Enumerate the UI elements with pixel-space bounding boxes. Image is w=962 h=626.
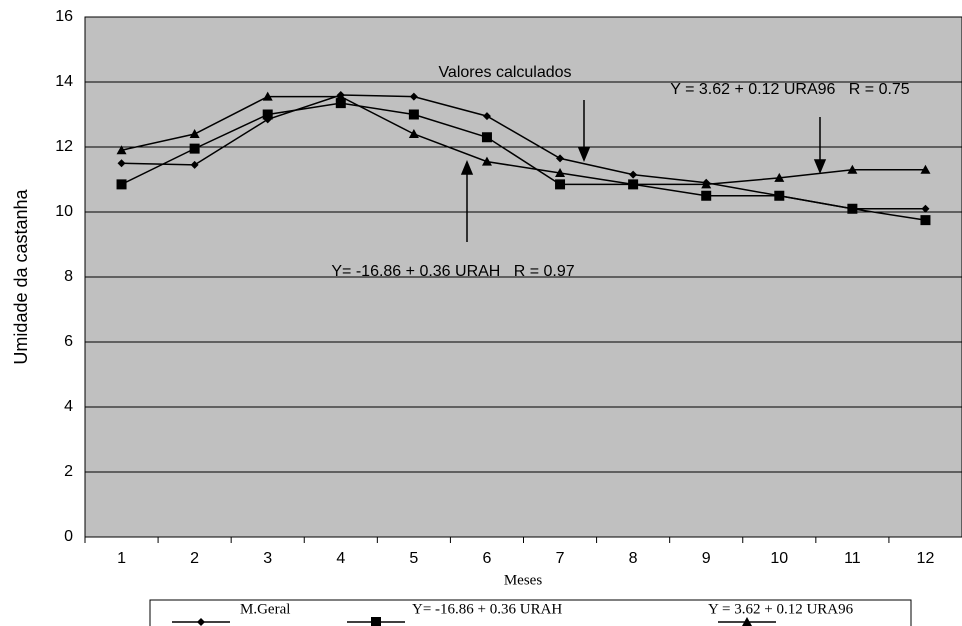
point: [774, 190, 785, 201]
legend-label: Y = 3.62 + 0.12 URA96: [708, 601, 854, 617]
point: [197, 618, 205, 626]
y-tick-label: 6: [64, 333, 73, 350]
point: [481, 132, 492, 143]
x-tick-label: 8: [629, 550, 638, 567]
annotation: Valores calculados: [438, 64, 571, 81]
y-tick-label: 8: [64, 268, 73, 285]
point: [701, 179, 712, 189]
x-tick-label: 7: [556, 550, 565, 567]
arrows: [460, 100, 827, 242]
point: [920, 164, 931, 174]
point: [409, 92, 418, 101]
point: [555, 168, 566, 177]
point: [629, 170, 638, 179]
point: [190, 160, 199, 169]
x-tick-label: 3: [263, 550, 272, 567]
point: [701, 190, 712, 201]
point: [117, 159, 126, 168]
point: [920, 215, 931, 226]
arrow-head: [577, 147, 591, 162]
series-line: [121, 102, 926, 221]
point: [847, 203, 858, 214]
y-tick-label: 0: [64, 528, 73, 545]
x-tick-label: 1: [117, 550, 126, 567]
point: [262, 91, 273, 101]
point: [742, 617, 752, 626]
annotation: Y= -16.86 + 0.36 URAH R = 0.97: [331, 263, 574, 280]
point: [116, 179, 127, 190]
point: [189, 129, 200, 138]
x-tick-label: 6: [483, 550, 492, 567]
y-tick-label: 14: [55, 73, 73, 90]
point: [555, 179, 566, 190]
point: [116, 145, 127, 155]
legend-label: M.Geral: [240, 601, 290, 617]
x-tick-label: 9: [702, 550, 711, 567]
point: [921, 204, 930, 213]
point: [847, 164, 858, 174]
x-tick-label: 10: [770, 550, 788, 567]
y-tick-label: 2: [64, 463, 73, 480]
point: [556, 154, 565, 163]
y-tick-label: 10: [55, 203, 73, 220]
point: [408, 129, 419, 138]
point: [371, 617, 381, 626]
y-axis-label: Umidade da castanha: [11, 188, 31, 364]
arrow-head: [460, 160, 474, 175]
x-tick-label: 5: [409, 550, 418, 567]
x-axis-label: Meses: [504, 572, 542, 588]
legend-label: Y= -16.86 + 0.36 URAH: [412, 601, 562, 617]
x-tick-label: 4: [336, 550, 345, 567]
annotation: Y = 3.62 + 0.12 URA96 R = 0.75: [670, 81, 910, 98]
point: [335, 91, 346, 101]
arrow-head: [813, 159, 827, 174]
y-tick-label: 16: [55, 8, 73, 25]
point: [262, 109, 273, 120]
point: [628, 179, 639, 189]
point: [774, 172, 785, 182]
y-tick-label: 4: [64, 398, 73, 415]
y-tick-label: 12: [55, 138, 73, 155]
x-tick-label: 11: [844, 550, 861, 567]
x-tick-label: 2: [190, 550, 199, 567]
point: [189, 143, 200, 154]
point: [408, 109, 419, 120]
point: [335, 98, 346, 109]
point: [481, 156, 492, 166]
legend-box: [149, 599, 912, 626]
point: [482, 112, 491, 121]
x-tick-label: 12: [917, 550, 935, 567]
series-line: [121, 95, 926, 186]
